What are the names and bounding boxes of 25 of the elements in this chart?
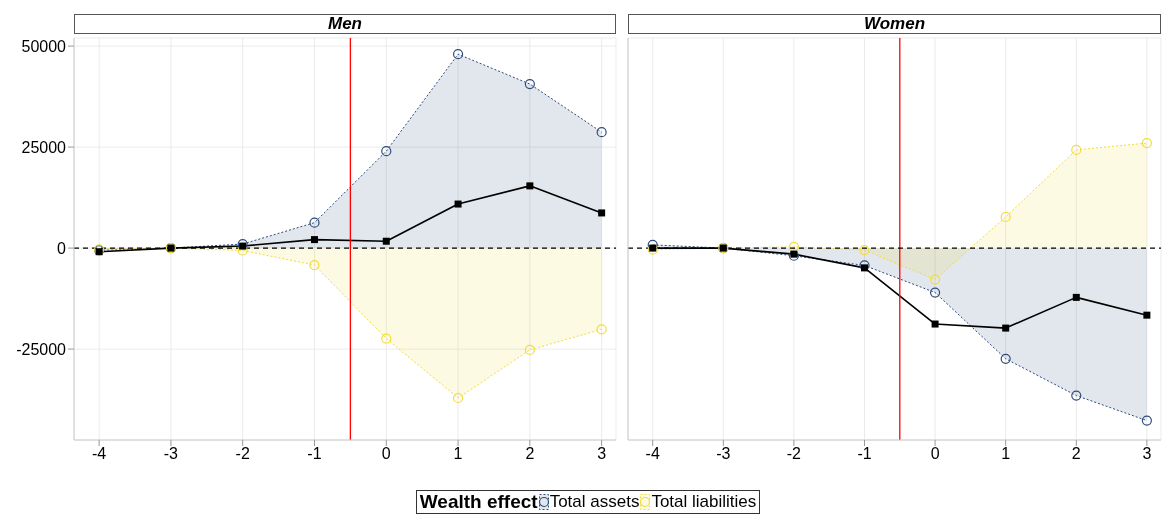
x-tick-label: -3 bbox=[163, 445, 179, 463]
x-tick-label: 2 bbox=[1071, 445, 1081, 463]
x-tick-label: 0 bbox=[930, 445, 940, 463]
legend-title: Wealth effect bbox=[419, 491, 538, 513]
x-tick-label: 2 bbox=[525, 445, 535, 463]
x-tick-label: 3 bbox=[597, 445, 607, 463]
x-tick-label: 1 bbox=[453, 445, 463, 463]
legend-label: Total liabilities bbox=[651, 492, 757, 512]
x-tick-label: 1 bbox=[1001, 445, 1011, 463]
y-tick-label: 0 bbox=[57, 239, 67, 257]
chart-title: Men bbox=[74, 14, 616, 34]
y-tick-label: -25000 bbox=[16, 340, 67, 358]
x-tick-label: 0 bbox=[381, 445, 391, 463]
x-tick-label: -3 bbox=[716, 445, 731, 463]
x-tick-label: -4 bbox=[92, 445, 107, 463]
y-tick-label: 50000 bbox=[21, 37, 67, 55]
x-tick-label: -2 bbox=[786, 445, 802, 463]
x-tick-label: -1 bbox=[857, 445, 872, 463]
y-tick-label: 25000 bbox=[21, 138, 67, 156]
chart-title: Women bbox=[628, 14, 1161, 34]
x-tick-label: 3 bbox=[1142, 445, 1152, 463]
legend-label: Total assets bbox=[549, 492, 640, 512]
x-tick-label: -2 bbox=[235, 445, 250, 463]
x-tick-label: -1 bbox=[307, 445, 322, 463]
x-tick-label: -4 bbox=[645, 445, 660, 463]
